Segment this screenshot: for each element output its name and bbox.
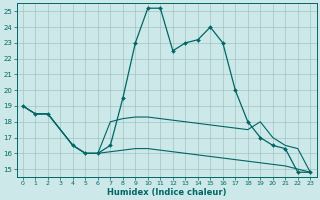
X-axis label: Humidex (Indice chaleur): Humidex (Indice chaleur) xyxy=(107,188,226,197)
